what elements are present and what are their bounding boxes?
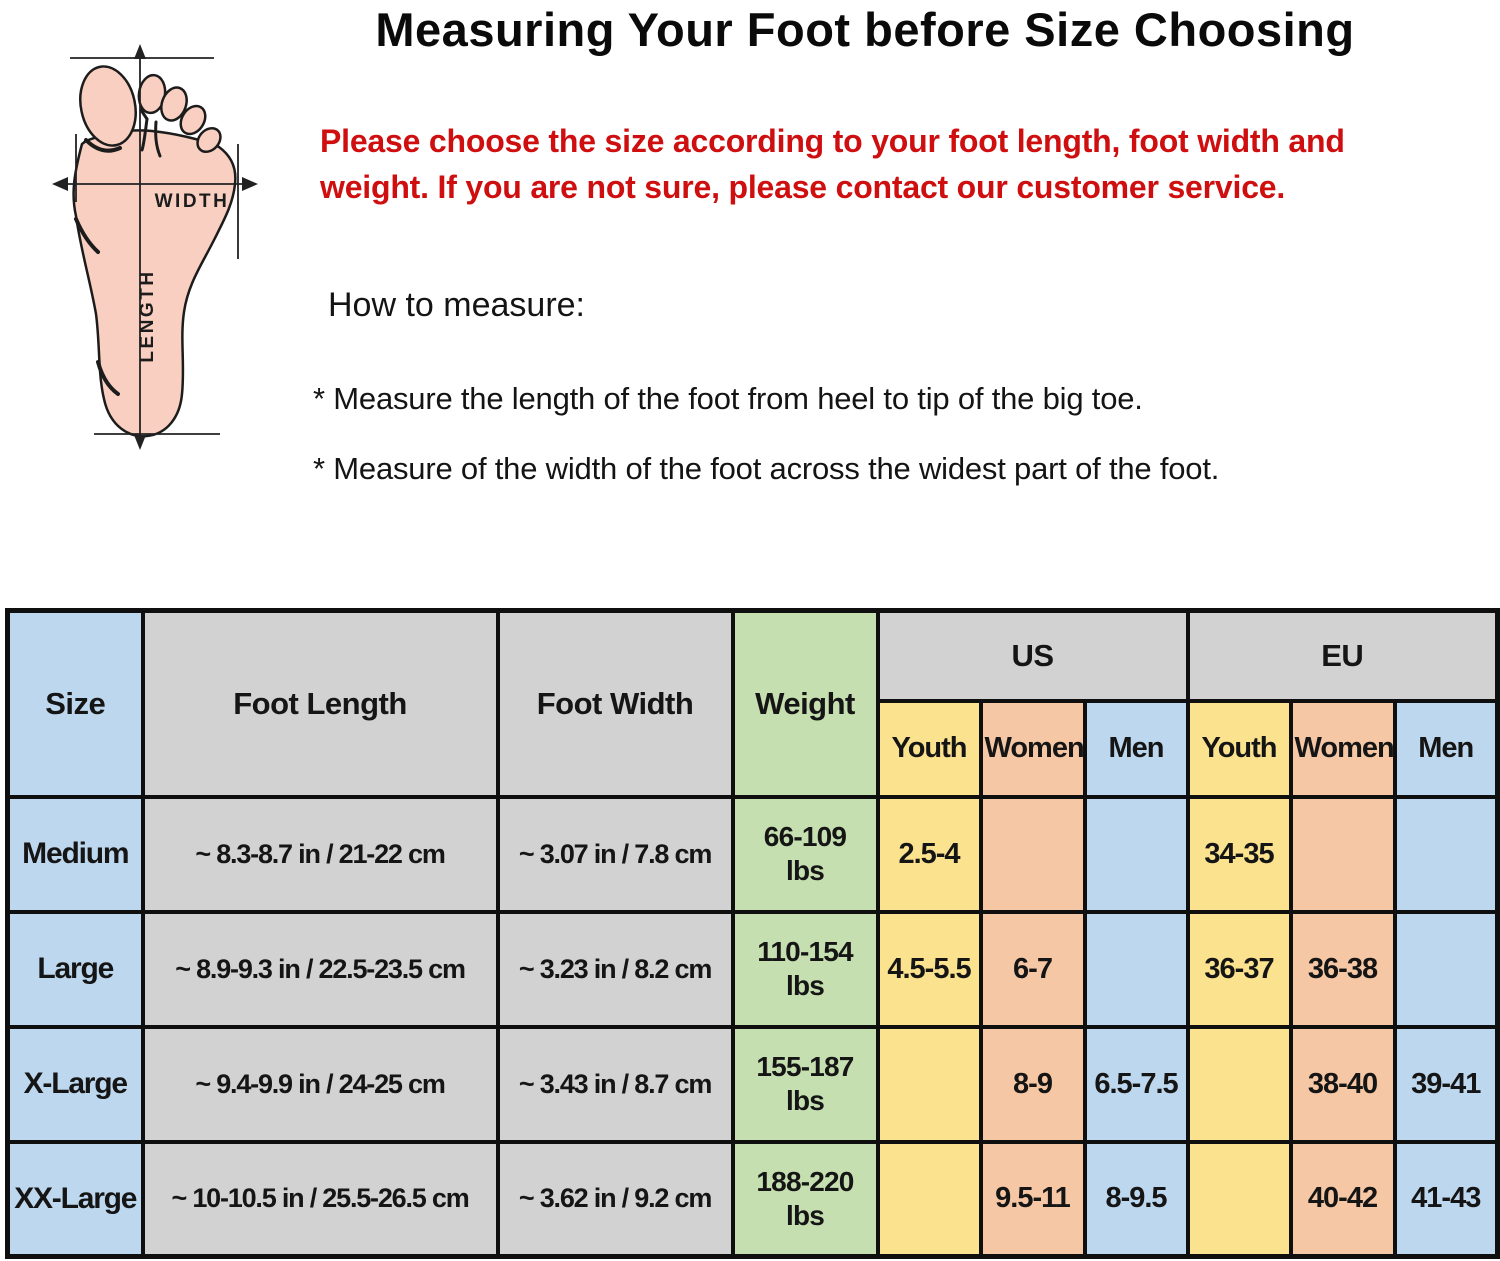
foot-length-cell: ~ 8.9-9.3 in / 22.5-23.5 cm bbox=[140, 909, 500, 1029]
eu-women-cell: 36-38 bbox=[1288, 909, 1397, 1029]
foot-width-cell: ~ 3.62 in / 9.2 cm bbox=[495, 1139, 735, 1259]
us-women-cell: 9.5-11 bbox=[978, 1139, 1087, 1259]
table-row-medium: Medium ~ 8.3-8.7 in / 21-22 cm ~ 3.07 in… bbox=[5, 794, 1500, 914]
length-arrow bbox=[70, 44, 220, 450]
size-label: Large bbox=[5, 909, 145, 1029]
us-men-cell bbox=[1082, 909, 1190, 1029]
foot-width-cell: ~ 3.07 in / 7.8 cm bbox=[495, 794, 735, 914]
table-row-xx-large: XX-Large ~ 10-10.5 in / 25.5-26.5 cm ~ 3… bbox=[5, 1139, 1500, 1259]
sub-header-us-women: Women bbox=[978, 698, 1087, 799]
us-women-cell bbox=[978, 794, 1087, 914]
foot-length-cell: ~ 9.4-9.9 in / 24-25 cm bbox=[140, 1024, 500, 1144]
sub-header-eu-women: Women bbox=[1288, 698, 1397, 799]
table-row-x-large: X-Large ~ 9.4-9.9 in / 24-25 cm ~ 3.43 i… bbox=[5, 1024, 1500, 1144]
sub-header-eu-men: Men bbox=[1392, 698, 1500, 799]
us-youth-cell bbox=[875, 1139, 983, 1259]
sub-header-us-youth: Youth bbox=[875, 698, 983, 799]
us-women-cell: 8-9 bbox=[978, 1024, 1087, 1144]
size-notice: Please choose the size according to your… bbox=[320, 118, 1450, 210]
weight-unit: lbs bbox=[785, 1085, 825, 1116]
weight-range: 155-187 bbox=[756, 1051, 854, 1082]
weight-unit: lbs bbox=[785, 970, 825, 1001]
eu-women-cell: 40-42 bbox=[1288, 1139, 1397, 1259]
weight-unit: lbs bbox=[785, 855, 825, 886]
weight-cell: 66-109 lbs bbox=[730, 794, 880, 914]
eu-men-cell bbox=[1392, 909, 1500, 1029]
us-women-cell: 6-7 bbox=[978, 909, 1087, 1029]
us-youth-cell: 4.5-5.5 bbox=[875, 909, 983, 1029]
eu-men-cell bbox=[1392, 794, 1500, 914]
foot-crease-marks bbox=[74, 108, 162, 396]
col-header-weight: Weight bbox=[730, 608, 880, 799]
eu-youth-cell: 36-37 bbox=[1185, 909, 1293, 1029]
weight-cell: 188-220 lbs bbox=[730, 1139, 880, 1259]
notice-line-2: weight. If you are not sure, please cont… bbox=[320, 169, 1286, 205]
sub-header-us-men: Men bbox=[1082, 698, 1190, 799]
eu-men-cell: 41-43 bbox=[1392, 1139, 1500, 1259]
weight-unit: lbs bbox=[785, 1199, 825, 1231]
foot-measurement-diagram: WIDTH LENGTH bbox=[52, 44, 258, 450]
notice-line-1: Please choose the size according to your… bbox=[320, 123, 1345, 159]
foot-length-cell: ~ 8.3-8.7 in / 21-22 cm bbox=[140, 794, 500, 914]
foot-outline bbox=[72, 65, 237, 438]
weight-cell: 155-187 lbs bbox=[730, 1024, 880, 1144]
us-men-cell bbox=[1082, 794, 1190, 914]
us-men-cell: 8-9.5 bbox=[1082, 1139, 1190, 1259]
eu-youth-cell bbox=[1185, 1024, 1293, 1144]
size-label: Medium bbox=[5, 794, 145, 914]
width-label: WIDTH bbox=[155, 191, 230, 212]
weight-range: 66-109 bbox=[763, 821, 847, 852]
eu-women-cell bbox=[1288, 794, 1397, 914]
col-header-size: Size bbox=[5, 608, 145, 799]
us-youth-cell bbox=[875, 1024, 983, 1144]
weight-range: 110-154 bbox=[757, 936, 853, 967]
us-youth-cell: 2.5-4 bbox=[875, 794, 983, 914]
eu-men-cell: 39-41 bbox=[1392, 1024, 1500, 1144]
col-header-foot-length: Foot Length bbox=[140, 608, 500, 799]
size-chart-table: Size Foot Length Foot Width Weight US EU… bbox=[5, 608, 1500, 1259]
eu-women-cell: 38-40 bbox=[1288, 1024, 1397, 1144]
page-title: Measuring Your Foot before Size Choosing bbox=[375, 3, 1355, 56]
length-label: LENGTH bbox=[137, 269, 158, 362]
group-header-eu: EU bbox=[1185, 608, 1500, 703]
table-row-large: Large ~ 8.9-9.3 in / 22.5-23.5 cm ~ 3.23… bbox=[5, 909, 1500, 1029]
foot-length-cell: ~ 10-10.5 in / 25.5-26.5 cm bbox=[140, 1139, 500, 1259]
how-to-measure-heading: How to measure: bbox=[328, 286, 585, 324]
weight-cell: 110-154 lbs bbox=[730, 909, 880, 1029]
eu-youth-cell: 34-35 bbox=[1185, 794, 1293, 914]
foot-width-cell: ~ 3.23 in / 8.2 cm bbox=[495, 909, 735, 1029]
measure-width-instruction: * Measure of the width of the foot acros… bbox=[313, 451, 1220, 486]
col-header-foot-width: Foot Width bbox=[495, 608, 735, 799]
weight-range: 188-220 bbox=[756, 1165, 854, 1197]
size-label: X-Large bbox=[5, 1024, 145, 1144]
foot-width-cell: ~ 3.43 in / 8.7 cm bbox=[495, 1024, 735, 1144]
size-label: XX-Large bbox=[5, 1139, 145, 1259]
width-arrow bbox=[52, 134, 258, 259]
measure-length-instruction: * Measure the length of the foot from he… bbox=[313, 381, 1143, 416]
sub-header-eu-youth: Youth bbox=[1185, 698, 1293, 799]
group-header-us: US bbox=[875, 608, 1190, 703]
us-men-cell: 6.5-7.5 bbox=[1082, 1024, 1190, 1144]
eu-youth-cell bbox=[1185, 1139, 1293, 1259]
